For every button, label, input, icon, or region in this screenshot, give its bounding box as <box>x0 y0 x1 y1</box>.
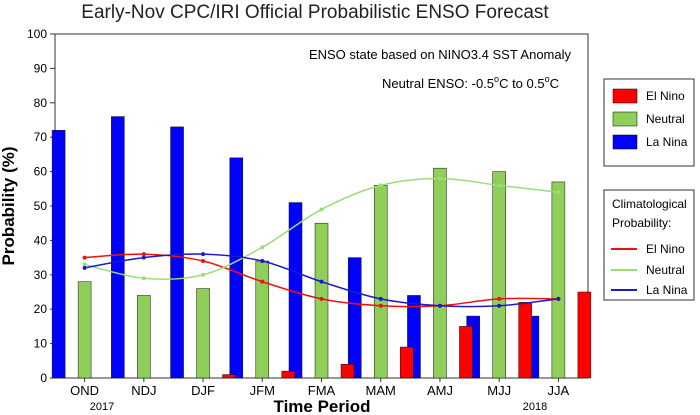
climatology-legend-label-la-nina: La Nina <box>646 283 688 297</box>
climatology-point-el-nino <box>497 296 502 301</box>
degree-mark-high: o <box>545 74 550 84</box>
bar-neutral <box>433 167 447 379</box>
climatology-point-neutral <box>201 272 206 277</box>
climatology-point-la-nina <box>437 303 442 308</box>
x-tick-label: FMA <box>308 383 336 398</box>
neutral-range-unit-high: C <box>550 76 559 91</box>
bar-el-nino <box>222 374 236 379</box>
climatology-point-el-nino <box>201 259 206 264</box>
climatology-lines-layer <box>82 176 561 308</box>
climatology-legend-title-2: Probability: <box>612 216 671 230</box>
x-tick-label: JJA <box>548 383 570 398</box>
climatology-point-la-nina <box>260 259 265 264</box>
bars-layer <box>51 116 592 379</box>
bar-neutral <box>492 171 506 379</box>
y-tick-label: 20 <box>34 302 48 316</box>
bar-el-nino <box>399 346 414 379</box>
climatology-point-el-nino <box>319 296 324 301</box>
climatology-point-el-nino <box>378 303 383 308</box>
neutral-range-high: to 0.5 <box>508 76 544 91</box>
bar-la-nina <box>229 157 244 379</box>
x-tick-label: NDJ <box>131 383 156 398</box>
climatology-point-el-nino <box>82 255 87 260</box>
y-tick-label: 40 <box>34 233 48 247</box>
climatology-point-la-nina <box>497 303 502 308</box>
y-tick-label: 80 <box>34 96 48 110</box>
y-tick-label: 10 <box>34 337 48 351</box>
bar-neutral <box>137 295 151 379</box>
legend-swatch-el-nino <box>612 88 638 104</box>
bar-neutral <box>196 288 210 379</box>
neutral-range-prefix: Neutral ENSO: <box>382 76 472 91</box>
x-tick-label: MJJ <box>487 383 511 398</box>
bar-el-nino <box>459 326 473 379</box>
climatology-point-la-nina <box>82 265 87 270</box>
x-tick-label: JFM <box>250 383 275 398</box>
climatology-point-neutral <box>497 183 502 188</box>
y-tick-label: 70 <box>34 130 48 144</box>
climatology-point-la-nina <box>201 252 206 257</box>
x-axis: OND NDJ DJF JFM FMA MAM AMJ MJJ JJA <box>70 378 570 398</box>
climatology-point-la-nina <box>319 279 324 284</box>
y-tick-label: 50 <box>34 199 48 213</box>
climatology-legend-label-el-nino: El Nino <box>646 242 685 256</box>
annotation-neutral-range: Neutral ENSO: -0.5oC to 0.5oC <box>382 74 559 91</box>
year-label-end: 2018 <box>523 401 547 413</box>
x-tick-label: OND <box>70 383 99 398</box>
legend-swatch-neutral <box>612 111 638 127</box>
climatology-point-neutral <box>378 183 383 188</box>
x-tick-label: DJF <box>191 383 215 398</box>
bar-legend: El Nino Neutral La Nina <box>603 78 695 167</box>
climatology-point-neutral <box>260 245 265 250</box>
y-tick-label: 100 <box>27 27 47 41</box>
y-tick-label: 30 <box>34 268 48 282</box>
climatology-point-neutral <box>82 262 87 267</box>
bar-la-nina <box>347 257 362 379</box>
bar-el-nino <box>340 363 355 379</box>
annotation-enso-state: ENSO state based on NINO3.4 SST Anomaly <box>309 47 572 62</box>
y-tick-label: 0 <box>40 371 47 385</box>
legend-label-la-nina: La Nina <box>646 135 688 149</box>
x-tick-label: MAM <box>366 383 396 398</box>
degree-mark-low: o <box>494 74 499 84</box>
climatology-point-la-nina <box>378 296 383 301</box>
x-tick-label: AMJ <box>427 383 453 398</box>
bar-neutral <box>77 281 92 379</box>
climatology-point-neutral <box>437 176 442 181</box>
climatology-point-el-nino <box>141 252 146 257</box>
y-tick-label: 90 <box>34 61 48 75</box>
climatology-point-la-nina <box>556 296 561 301</box>
bar-neutral <box>255 260 270 379</box>
legend-swatch-la-nina <box>612 134 638 150</box>
y-axis-label: Probability (%) <box>0 146 18 265</box>
neutral-range-unit-low: C <box>499 76 508 91</box>
climatology-point-neutral <box>319 207 324 212</box>
climatology-legend-label-neutral: Neutral <box>646 263 685 277</box>
bar-el-nino <box>518 302 532 379</box>
bar-el-nino <box>281 370 296 379</box>
legend-label-el-nino: El Nino <box>646 89 685 103</box>
climatology-point-el-nino <box>260 279 265 284</box>
bar-la-nina <box>51 130 66 379</box>
neutral-range-low: -0.5 <box>472 76 494 91</box>
bar-neutral <box>373 185 388 379</box>
legend-label-neutral: Neutral <box>646 112 685 126</box>
climatology-point-neutral <box>141 276 146 281</box>
bar-neutral <box>551 181 566 379</box>
climatology-legend: Climatological Probability: El Nino Neut… <box>603 189 695 301</box>
x-axis-label: Time Period <box>274 397 371 415</box>
y-axis: 0 10 20 30 40 50 60 70 80 90 100 <box>27 27 55 385</box>
climatology-point-la-nina <box>141 255 146 260</box>
climatology-point-neutral <box>556 190 561 195</box>
year-label-start: 2017 <box>90 401 114 413</box>
bar-el-nino <box>577 291 592 379</box>
bar-la-nina <box>170 126 184 379</box>
y-tick-label: 60 <box>34 165 48 179</box>
bar-la-nina <box>111 116 125 379</box>
climatology-legend-frame <box>603 189 695 301</box>
climatology-legend-title-1: Climatological <box>612 197 687 211</box>
chart-title: Early-Nov CPC/IRI Official Probabilistic… <box>81 2 549 23</box>
